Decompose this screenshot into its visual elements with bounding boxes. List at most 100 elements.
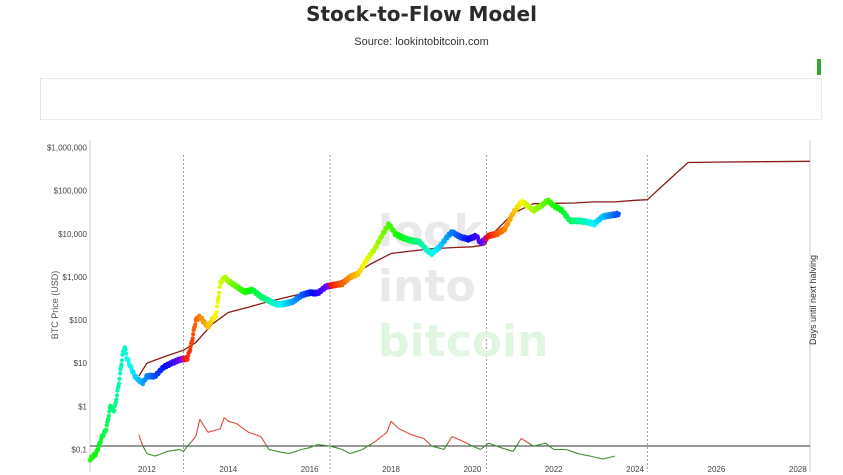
page-title: Stock-to-Flow Model (306, 2, 537, 26)
s2f-ratio-segment (293, 450, 296, 453)
s2f-ratio-segment (154, 454, 158, 457)
s2f-ratio-segment (506, 448, 510, 451)
s2f-ratio-segment (398, 428, 402, 431)
s2f-model-line (138, 160, 811, 377)
s2f-ratio-segment (466, 442, 469, 445)
price-point (188, 344, 193, 349)
s2f-ratio-segment (301, 448, 304, 451)
x-tick-label: 2026 (708, 465, 726, 474)
s2f-ratio-segment (551, 447, 555, 450)
s2f-ratio-segment (148, 453, 152, 456)
s2f-ratio-segment (315, 443, 319, 446)
price-point (115, 388, 120, 393)
s2f-ratio-segment (573, 451, 577, 454)
y-tick-label: $100,000 (54, 187, 88, 196)
s2f-ratio-segment (527, 441, 530, 444)
s2f-ratio-segment (482, 445, 485, 449)
s2f-ratio-segment (392, 422, 396, 426)
s2f-ratio-segment (163, 451, 166, 454)
s2f-ratio-segment (207, 431, 211, 433)
s2f-ratio-segment (205, 428, 209, 433)
s2f-ratio-segment (272, 449, 276, 452)
s2f-ratio-segment (453, 436, 457, 439)
s2f-ratio-segment (242, 427, 245, 430)
s2f-ratio-segment (590, 455, 593, 458)
grid-layer (89, 140, 811, 472)
s2f-ratio-segment (488, 442, 491, 445)
s2f-ratio-segment (246, 430, 249, 433)
s2f-ratio-segment (602, 457, 605, 460)
s2f-ratio-segment (437, 447, 440, 449)
s2f-ratio-segment (260, 436, 264, 441)
s2f-ratio-segment (215, 428, 219, 431)
s2f-ratio-segment (297, 449, 300, 452)
status-marker (817, 59, 821, 75)
s2f-ratio-segment (380, 435, 384, 438)
s2f-ratio-segment (142, 445, 146, 451)
y-tick-label: $1 (78, 402, 87, 411)
s2f-ratio-segment (514, 444, 518, 449)
s2f-ratio-segment (256, 434, 259, 437)
s2f-ratio-segment (592, 456, 595, 458)
watermark: lookintobitcoin (378, 206, 548, 367)
axis-layer: $1,000,000 $100,000 $10,000 $1,000 $100 $10 $1… (47, 144, 807, 474)
s2f-ratio-segment (510, 450, 514, 452)
s2f-ratio-segment (264, 442, 268, 447)
s2f-ratio-segment (337, 447, 341, 450)
s2f-ratio-segment (181, 449, 184, 452)
s2f-ratio-segment (596, 457, 599, 459)
s2f-ratio-segment (531, 444, 534, 447)
s2f-ratio-segment (270, 449, 274, 451)
s2f-ratio-segment (411, 434, 414, 436)
s2f-ratio-segment (529, 443, 532, 446)
s2f-ratio-segment (612, 455, 615, 458)
s2f-ratio-segment (311, 445, 314, 448)
s2f-ratio-segment (580, 453, 583, 456)
s2f-ratio-segment (156, 454, 160, 456)
s2f-ratio-segment (331, 446, 335, 448)
s2f-ratio-segment (419, 436, 422, 439)
x-tick-label: 2022 (545, 465, 563, 474)
s2f-ratio-segment (518, 438, 522, 442)
price-point (216, 294, 221, 299)
s2f-ratio-segment (396, 426, 400, 430)
s2f-ratio-segment (179, 448, 182, 451)
price-point (106, 413, 111, 418)
s2f-ratio-segment (232, 421, 235, 424)
price-point (217, 290, 222, 295)
s2f-ratio-segment (409, 433, 412, 436)
s2f-ratio-segment (427, 441, 431, 445)
price-point (104, 423, 109, 428)
s2f-ratio-segment (478, 448, 481, 451)
s2f-ratio-segment (289, 452, 292, 455)
s2f-ratio-segment (291, 451, 294, 454)
s2f-ratio-segment (199, 419, 203, 423)
x-tick-label: 2016 (301, 465, 319, 474)
s2f-ratio-segment (516, 441, 520, 446)
price-point (114, 393, 119, 398)
s2f-ratio-segment (240, 425, 243, 429)
s2f-ratio-segment (522, 439, 526, 442)
s2f-ratio-segment (472, 445, 475, 448)
s2f-ratio-segment (549, 445, 553, 449)
s2f-ratio-segment (364, 446, 367, 449)
s2f-ratio-segment (183, 448, 187, 452)
s2f-ratio-segment (333, 446, 337, 449)
s2f-ratio-segment (451, 435, 455, 438)
s2f-ratio-segment (295, 450, 298, 453)
s2f-ratio-segment (340, 448, 343, 451)
s2f-ratio-segment (350, 452, 353, 455)
s2f-ratio-segment (378, 436, 382, 440)
price-point (191, 332, 196, 337)
s2f-ratio-segment (390, 420, 394, 424)
price-point (112, 408, 117, 413)
x-tick-label: 2028 (789, 465, 807, 474)
s2f-ratio-segment (413, 434, 416, 437)
s2f-ratio-segment (140, 440, 144, 447)
s2f-ratio-segment (370, 442, 373, 445)
s2f-ratio-segment (346, 451, 349, 454)
s2f-ratio-segment (266, 445, 270, 450)
s2f-ratio-segment (545, 442, 548, 446)
s2f-ratio-segment (258, 435, 261, 438)
